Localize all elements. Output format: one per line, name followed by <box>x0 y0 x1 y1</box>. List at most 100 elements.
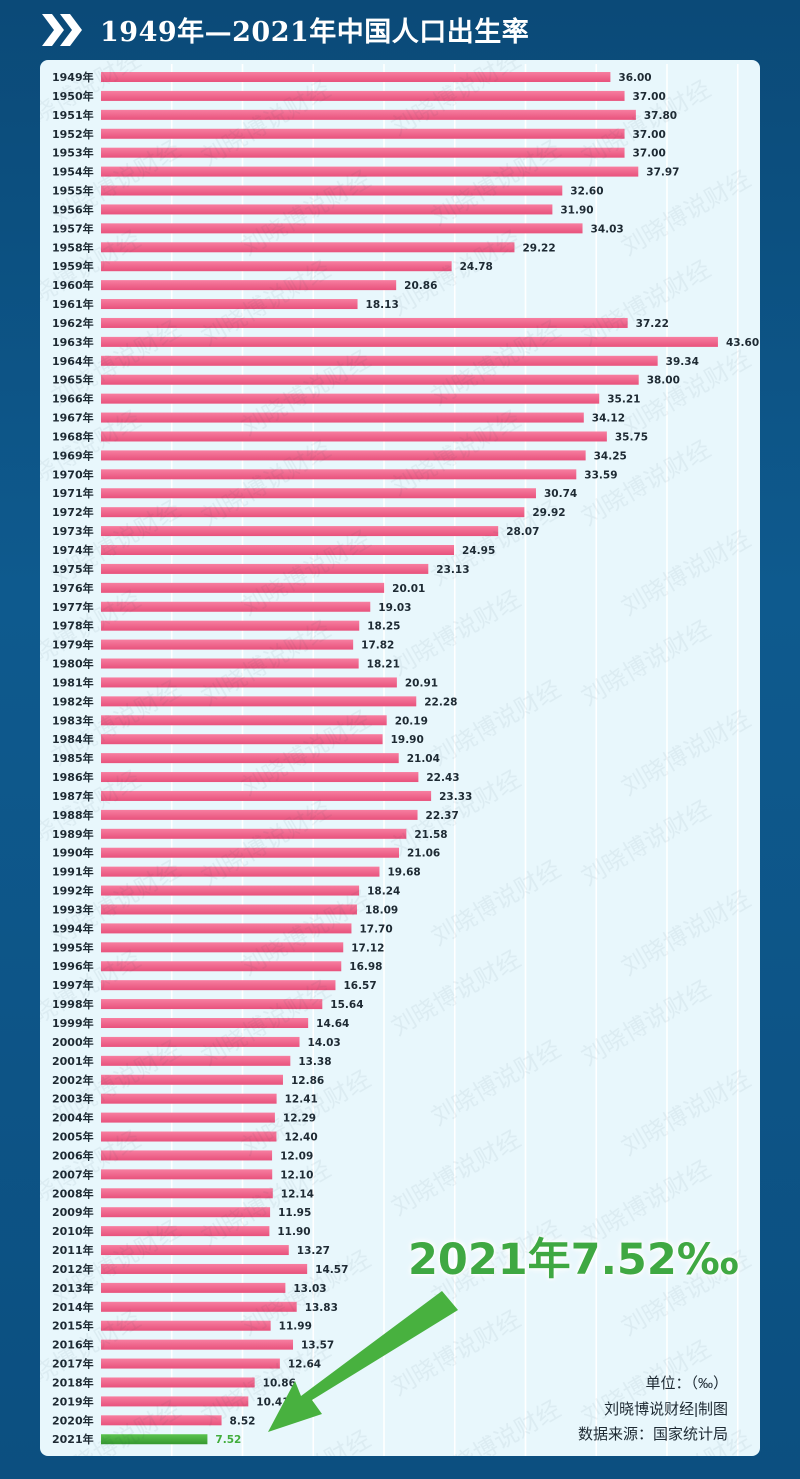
category-label: 1993年 <box>52 902 94 916</box>
category-label: 2009年 <box>52 1205 94 1219</box>
category-label: 1982年 <box>52 694 94 708</box>
data-label: 37.22 <box>636 318 669 330</box>
category-label: 2001年 <box>52 1054 94 1068</box>
data-label: 21.06 <box>407 848 440 860</box>
category-label: 1992年 <box>52 884 94 898</box>
category-label: 1967年 <box>52 411 94 425</box>
bar <box>101 980 336 991</box>
data-label: 32.60 <box>570 186 603 198</box>
category-label: 1963年 <box>52 335 94 349</box>
data-label: 11.95 <box>278 1207 311 1219</box>
data-label: 8.52 <box>230 1415 256 1427</box>
category-label: 1964年 <box>52 354 94 368</box>
bar <box>101 601 371 612</box>
bar <box>101 1055 291 1066</box>
category-label: 1976年 <box>52 581 94 595</box>
bar <box>101 147 625 158</box>
category-label: 1977年 <box>52 600 94 614</box>
category-label: 1984年 <box>52 732 94 746</box>
data-label: 20.19 <box>395 715 428 727</box>
bar <box>101 90 625 101</box>
data-label: 17.82 <box>361 640 394 652</box>
data-label: 7.52 <box>215 1434 241 1446</box>
category-label: 1953年 <box>52 146 94 160</box>
category-label: 1995年 <box>52 940 94 954</box>
data-label: 24.78 <box>460 261 493 273</box>
data-label: 28.07 <box>506 526 539 538</box>
bar <box>101 790 432 801</box>
data-label: 37.80 <box>644 110 677 122</box>
data-label: 13.83 <box>305 1302 338 1314</box>
data-label: 18.09 <box>365 904 398 916</box>
data-label: 17.70 <box>359 923 392 935</box>
bar <box>101 1036 300 1047</box>
data-label: 13.03 <box>293 1283 326 1295</box>
category-label: 2005年 <box>52 1130 94 1144</box>
data-label: 35.21 <box>607 394 640 406</box>
bar <box>101 261 452 272</box>
data-label: 18.25 <box>367 621 400 633</box>
bar <box>101 999 323 1010</box>
data-label: 36.00 <box>618 72 651 84</box>
category-label: 1971年 <box>52 486 94 500</box>
bar <box>101 393 600 404</box>
category-label: 1987年 <box>52 789 94 803</box>
bar <box>101 545 455 555</box>
bar <box>101 223 583 234</box>
data-label: 12.10 <box>280 1169 313 1181</box>
category-label: 1965年 <box>52 373 94 387</box>
data-label: 12.09 <box>280 1150 313 1162</box>
category-label: 2011年 <box>52 1243 94 1257</box>
category-label: 1985年 <box>52 751 94 765</box>
bar <box>101 1358 280 1369</box>
data-label: 15.64 <box>330 999 363 1011</box>
data-label: 12.86 <box>291 1075 324 1087</box>
category-label: 1972年 <box>52 505 94 519</box>
category-label: 1970年 <box>52 467 94 481</box>
bar <box>101 1169 273 1180</box>
bar <box>101 658 359 669</box>
data-label: 10.86 <box>263 1377 296 1389</box>
bar <box>101 1339 294 1350</box>
bar <box>101 185 563 196</box>
category-label: 2021年 <box>52 1432 94 1446</box>
data-label: 19.03 <box>378 602 411 614</box>
category-label: 1997年 <box>52 978 94 992</box>
category-label: 2017年 <box>52 1357 94 1371</box>
data-label: 20.01 <box>392 583 425 595</box>
category-label: 1960年 <box>52 278 94 292</box>
bar <box>101 450 586 461</box>
category-label: 2018年 <box>52 1375 94 1389</box>
category-label: 2007年 <box>52 1167 94 1181</box>
data-label: 12.41 <box>285 1094 318 1106</box>
category-label: 1983年 <box>52 713 94 727</box>
bar <box>101 828 407 839</box>
category-label: 1956年 <box>52 202 94 216</box>
data-label: 12.40 <box>284 1132 317 1144</box>
bar <box>101 355 658 366</box>
category-label: 2019年 <box>52 1394 94 1408</box>
category-label: 1986年 <box>52 770 94 784</box>
category-label: 1973年 <box>52 524 94 538</box>
category-label: 2000年 <box>52 1035 94 1049</box>
bar <box>101 109 636 120</box>
data-label: 21.58 <box>414 829 447 841</box>
data-label: 18.21 <box>367 659 400 671</box>
bar <box>101 582 385 593</box>
category-label: 1962年 <box>52 316 94 330</box>
bar <box>101 1207 271 1218</box>
data-label: 37.97 <box>646 167 679 179</box>
data-label: 12.29 <box>283 1113 316 1125</box>
bar <box>101 507 525 518</box>
bar <box>101 242 515 253</box>
data-label: 37.00 <box>633 91 666 103</box>
data-label: 19.90 <box>391 734 424 746</box>
data-label: 17.12 <box>351 942 384 954</box>
bar <box>101 374 639 385</box>
data-label: 16.98 <box>349 961 382 973</box>
category-label: 1989年 <box>52 827 94 841</box>
data-label: 35.75 <box>615 431 648 443</box>
category-label: 1959年 <box>52 259 94 273</box>
data-label: 29.22 <box>522 242 555 254</box>
bar <box>101 128 625 139</box>
